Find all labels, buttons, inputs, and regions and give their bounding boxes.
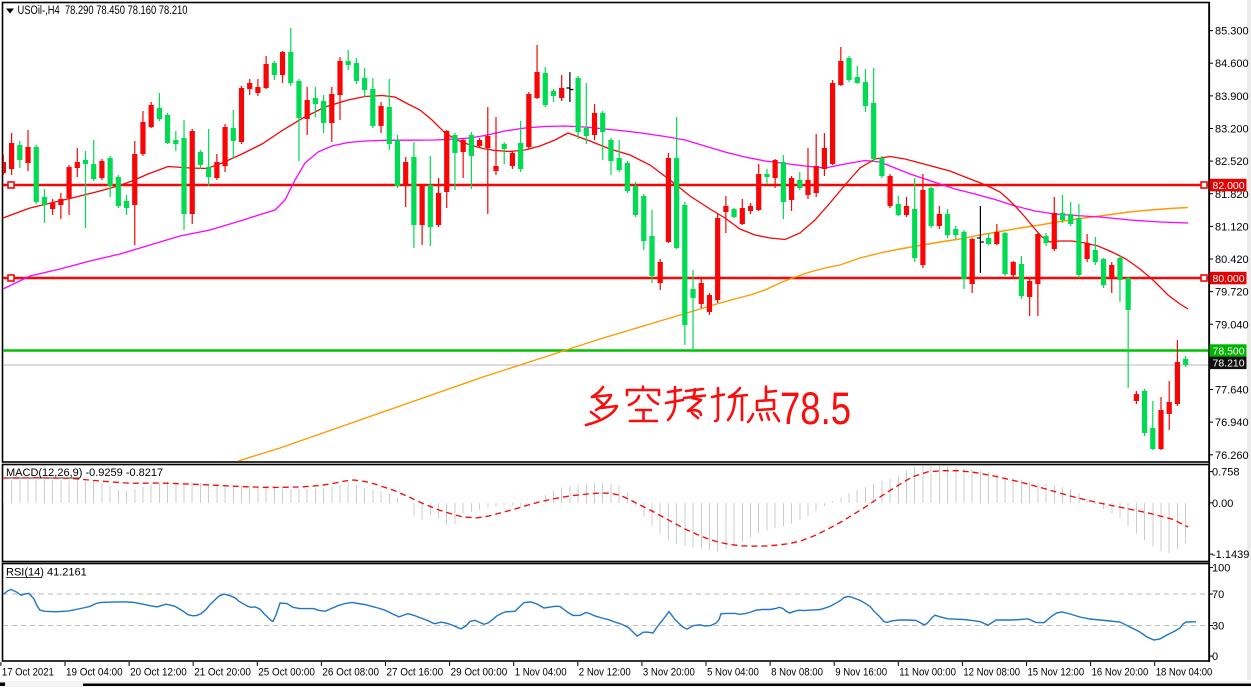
svg-text:12 Nov 08:00: 12 Nov 08:00 — [963, 667, 1020, 679]
svg-text:2 Nov 12:00: 2 Nov 12:00 — [579, 667, 631, 679]
svg-text:8 Nov 08:00: 8 Nov 08:00 — [771, 667, 823, 679]
svg-text:83.200: 83.200 — [1215, 123, 1249, 135]
svg-text:0.00: 0.00 — [1212, 498, 1233, 510]
svg-text:5 Nov 04:00: 5 Nov 04:00 — [707, 667, 759, 679]
svg-text:17 Oct 2021: 17 Oct 2021 — [2, 667, 54, 679]
svg-text:26 Oct 08:00: 26 Oct 08:00 — [322, 667, 379, 679]
svg-text:80.000: 80.000 — [1213, 273, 1245, 285]
svg-text:USOil-,H4 78.290 78.450 78.16: USOil-,H4 78.290 78.450 78.160 78.210 — [18, 5, 188, 17]
svg-text:29 Oct 00:00: 29 Oct 00:00 — [451, 667, 508, 679]
svg-text:78.210: 78.210 — [1213, 358, 1245, 370]
svg-text:MACD(12,26,9) -0.9259 -0.8217: MACD(12,26,9) -0.9259 -0.8217 — [6, 467, 163, 479]
svg-text:77.640: 77.640 — [1215, 385, 1249, 397]
svg-text:30: 30 — [1212, 621, 1224, 633]
svg-text:82.000: 82.000 — [1213, 180, 1245, 192]
svg-text:70: 70 — [1212, 589, 1224, 601]
svg-text:83.900: 83.900 — [1215, 91, 1249, 103]
svg-text:79.720: 79.720 — [1215, 287, 1249, 299]
svg-text:16 Nov 20:00: 16 Nov 20:00 — [1092, 667, 1149, 679]
svg-text:15 Nov 12:00: 15 Nov 12:00 — [1028, 667, 1085, 679]
svg-text:-1.1439: -1.1439 — [1212, 549, 1249, 561]
svg-text:79.040: 79.040 — [1215, 319, 1249, 331]
svg-text:19 Oct 04:00: 19 Oct 04:00 — [66, 667, 123, 679]
svg-text:85.300: 85.300 — [1215, 26, 1249, 38]
svg-text:78.500: 78.500 — [1213, 345, 1245, 357]
svg-text:76.260: 76.260 — [1215, 450, 1249, 462]
svg-text:18 Nov 04:00: 18 Nov 04:00 — [1156, 667, 1213, 679]
svg-text:78.5: 78.5 — [780, 383, 851, 434]
svg-text:82.520: 82.520 — [1215, 156, 1249, 168]
svg-text:3 Nov 20:00: 3 Nov 20:00 — [643, 667, 695, 679]
svg-text:81.120: 81.120 — [1215, 221, 1249, 233]
svg-text:0.758: 0.758 — [1212, 467, 1240, 479]
svg-text:84.600: 84.600 — [1215, 58, 1249, 70]
svg-text:21 Oct 20:00: 21 Oct 20:00 — [194, 667, 251, 679]
svg-text:1 Nov 04:00: 1 Nov 04:00 — [515, 667, 567, 679]
svg-text:11 Nov 00:00: 11 Nov 00:00 — [899, 667, 956, 679]
svg-text:0: 0 — [1212, 651, 1218, 663]
svg-text:100: 100 — [1212, 562, 1230, 574]
svg-text:76.940: 76.940 — [1215, 417, 1249, 429]
svg-text:81.820: 81.820 — [1215, 189, 1249, 201]
svg-text:20 Oct 12:00: 20 Oct 12:00 — [130, 667, 187, 679]
svg-text:RSI(14) 41.2161: RSI(14) 41.2161 — [6, 567, 87, 579]
svg-text:80.420: 80.420 — [1215, 254, 1249, 266]
svg-text:27 Oct 16:00: 27 Oct 16:00 — [387, 667, 444, 679]
svg-text:9 Nov 16:00: 9 Nov 16:00 — [835, 667, 887, 679]
svg-text:25 Oct 00:00: 25 Oct 00:00 — [258, 667, 315, 679]
